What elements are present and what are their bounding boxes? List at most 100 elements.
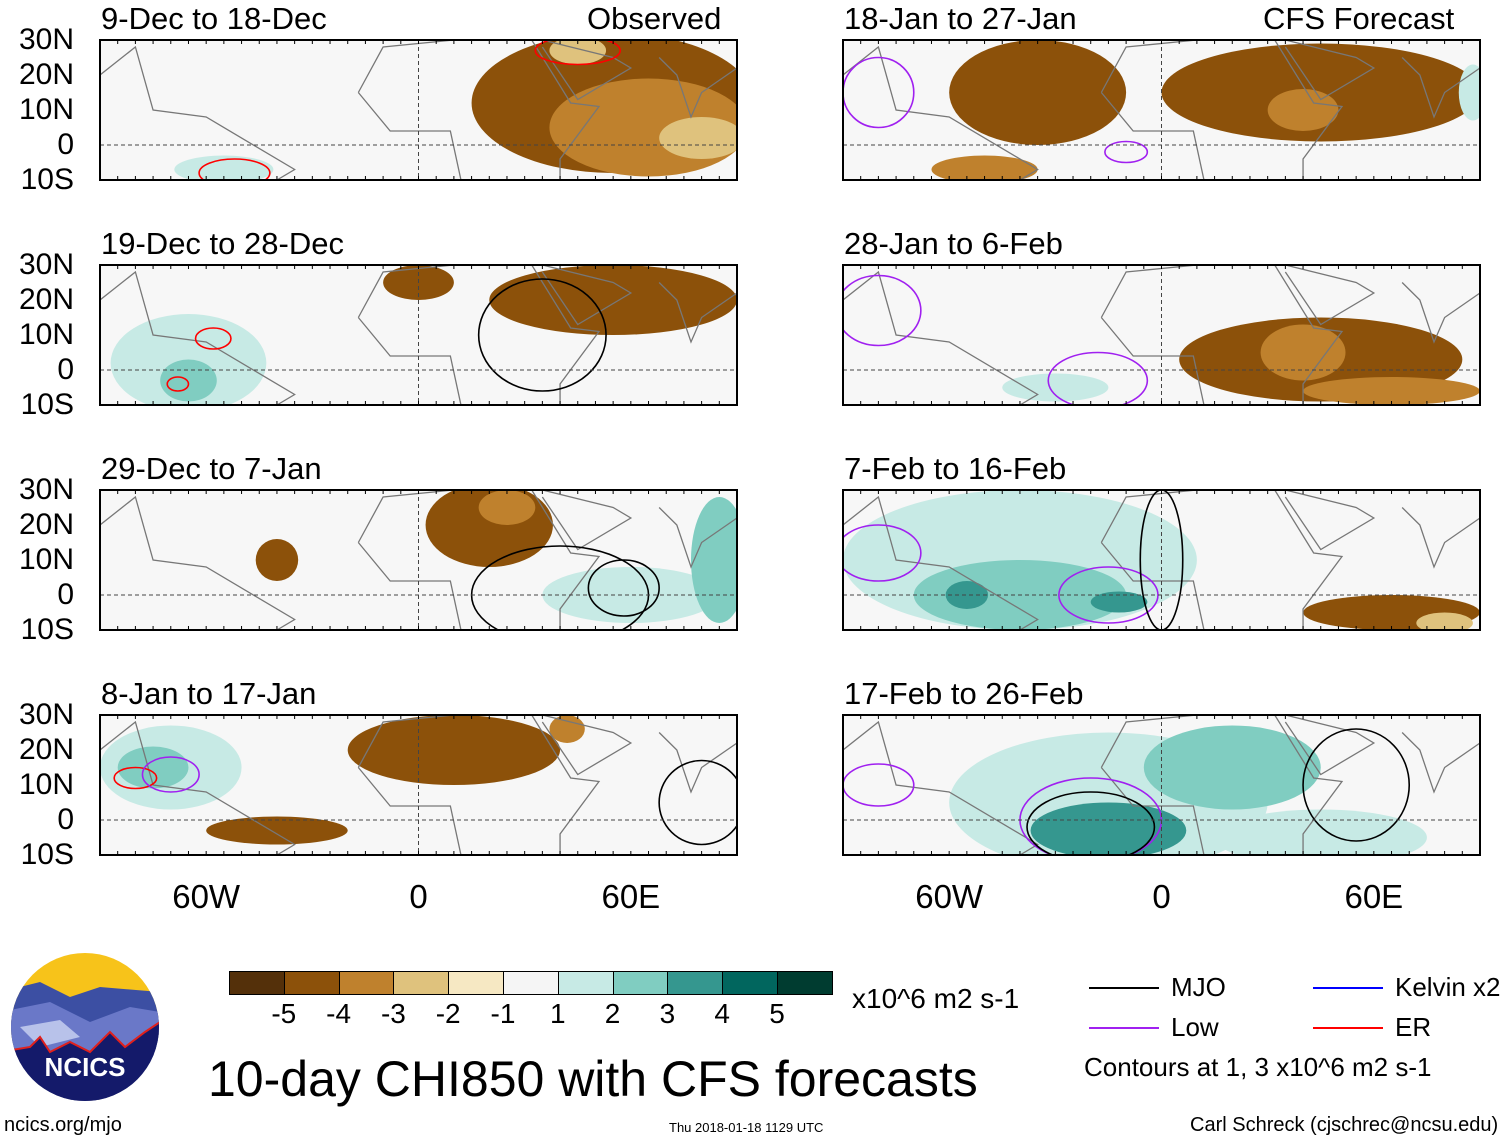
coastline bbox=[100, 45, 296, 180]
anomaly-shading bbox=[949, 40, 1127, 145]
mjo-contour bbox=[477, 278, 607, 392]
colorbar-swatch bbox=[612, 971, 669, 995]
anomaly-shading bbox=[255, 539, 299, 581]
lat-label: 20N bbox=[18, 58, 74, 91]
low-contour bbox=[1047, 351, 1149, 405]
map-panel bbox=[99, 264, 738, 406]
panel-title: 7-Feb to 16-Feb bbox=[844, 451, 1067, 486]
colorbar-swatch bbox=[229, 971, 285, 995]
panel-title: 19-Dec to 28-Dec bbox=[101, 226, 344, 261]
coastline bbox=[658, 490, 737, 569]
coastline bbox=[1100, 490, 1344, 630]
low-contour bbox=[843, 274, 922, 347]
colorbar-swatch bbox=[283, 971, 340, 995]
anomaly-shading bbox=[549, 715, 585, 743]
coastline bbox=[541, 265, 633, 326]
coastline bbox=[1100, 715, 1344, 855]
legend-label: ER bbox=[1395, 1012, 1432, 1042]
lat-label: 30N bbox=[18, 473, 74, 506]
anomaly-shading bbox=[478, 490, 536, 525]
anomaly-shading bbox=[1416, 612, 1473, 630]
colorbar-label: 4 bbox=[714, 998, 730, 1029]
panel-title: 17-Feb to 26-Feb bbox=[844, 676, 1084, 711]
figure-title: 10-day CHI850 with CFS forecasts bbox=[208, 1051, 978, 1107]
er-contour bbox=[113, 766, 158, 790]
anomaly-shading bbox=[1214, 809, 1427, 855]
lat-label: 20N bbox=[18, 508, 74, 541]
coastline bbox=[658, 715, 737, 794]
coastline bbox=[1100, 265, 1344, 405]
coastline bbox=[541, 490, 633, 551]
legend-label: Kelvin x2 bbox=[1395, 972, 1501, 1002]
anomaly-shading bbox=[1030, 802, 1187, 855]
colorbar-units: x10^6 m2 s-1 bbox=[852, 983, 1020, 1014]
legend-line bbox=[1313, 987, 1383, 989]
anomaly-shading bbox=[549, 40, 607, 65]
coastline bbox=[843, 45, 1039, 180]
colorbar-label: -1 bbox=[490, 998, 516, 1029]
lon-label: 60E bbox=[1344, 878, 1404, 915]
lon-label: 60E bbox=[601, 878, 661, 915]
lat-label: 0 bbox=[57, 353, 74, 386]
map-panel bbox=[99, 489, 738, 631]
footer-timestamp: Thu 2018-01-18 1129 UTC bbox=[669, 1120, 824, 1135]
coastline bbox=[541, 40, 633, 101]
legend-label: Low bbox=[1171, 1012, 1219, 1042]
colorbar-label: 5 bbox=[769, 998, 785, 1029]
footer-url[interactable]: ncics.org/mjo bbox=[4, 1114, 122, 1136]
anomaly-shading bbox=[1260, 324, 1346, 381]
anomaly-shading bbox=[489, 265, 737, 335]
map-panel bbox=[842, 264, 1481, 406]
lat-label: 10S bbox=[20, 163, 74, 196]
low-contour bbox=[1058, 566, 1159, 624]
colorbar-label: -4 bbox=[326, 998, 352, 1029]
legend-line bbox=[1313, 1027, 1383, 1029]
lat-label: 0 bbox=[57, 578, 74, 611]
lat-label: 30N bbox=[18, 698, 74, 731]
panel-title: 29-Dec to 7-Jan bbox=[101, 451, 322, 486]
colorbar-label: -2 bbox=[435, 998, 461, 1029]
low-contour bbox=[843, 763, 915, 807]
coastline bbox=[1401, 715, 1480, 794]
coastline bbox=[100, 270, 296, 405]
coastline bbox=[1284, 715, 1376, 776]
lon-label: 60W bbox=[915, 878, 984, 915]
panel-title: 18-Jan to 27-Jan bbox=[844, 1, 1077, 36]
colorbar-label: 3 bbox=[659, 998, 676, 1029]
anomaly-shading bbox=[1143, 725, 1321, 810]
lat-label: 10S bbox=[20, 838, 74, 871]
coastline bbox=[100, 495, 296, 630]
lat-label: 20N bbox=[18, 733, 74, 766]
svg-text:NCICS: NCICS bbox=[45, 1052, 126, 1082]
coastline bbox=[843, 720, 1039, 855]
lat-label: 10S bbox=[20, 613, 74, 646]
coastline bbox=[357, 265, 601, 405]
anomaly-shading bbox=[659, 117, 737, 159]
coastline bbox=[357, 40, 601, 180]
coastline bbox=[658, 265, 737, 344]
lon-label: 0 bbox=[409, 878, 428, 915]
anomaly-shading bbox=[542, 567, 720, 623]
colorbar-label: 1 bbox=[550, 998, 566, 1029]
map-panel bbox=[99, 39, 738, 181]
lat-label: 10N bbox=[18, 318, 74, 351]
panel-title: 8-Jan to 17-Jan bbox=[101, 676, 317, 711]
colorbar-swatch bbox=[667, 971, 724, 995]
lat-label: 10N bbox=[18, 93, 74, 126]
lon-label: 0 bbox=[1152, 878, 1171, 915]
lat-label: 0 bbox=[57, 803, 74, 836]
colorbar-swatch bbox=[557, 971, 614, 995]
panel-title: 9-Dec to 18-Dec bbox=[101, 1, 327, 36]
colorbar-swatch bbox=[777, 971, 833, 995]
lat-label: 10N bbox=[18, 768, 74, 801]
coastline bbox=[357, 490, 601, 630]
colorbar-swatch bbox=[503, 971, 559, 995]
legend-line bbox=[1089, 987, 1159, 989]
lat-label: 10S bbox=[20, 388, 74, 421]
lat-label: 0 bbox=[57, 128, 74, 161]
legend-label: MJO bbox=[1171, 972, 1226, 1002]
ncics-logo: NCICS bbox=[0, 952, 160, 1102]
panel-title: 28-Jan to 6-Feb bbox=[844, 226, 1063, 261]
map-panel bbox=[842, 39, 1481, 181]
colorbar-label: -5 bbox=[271, 998, 297, 1029]
